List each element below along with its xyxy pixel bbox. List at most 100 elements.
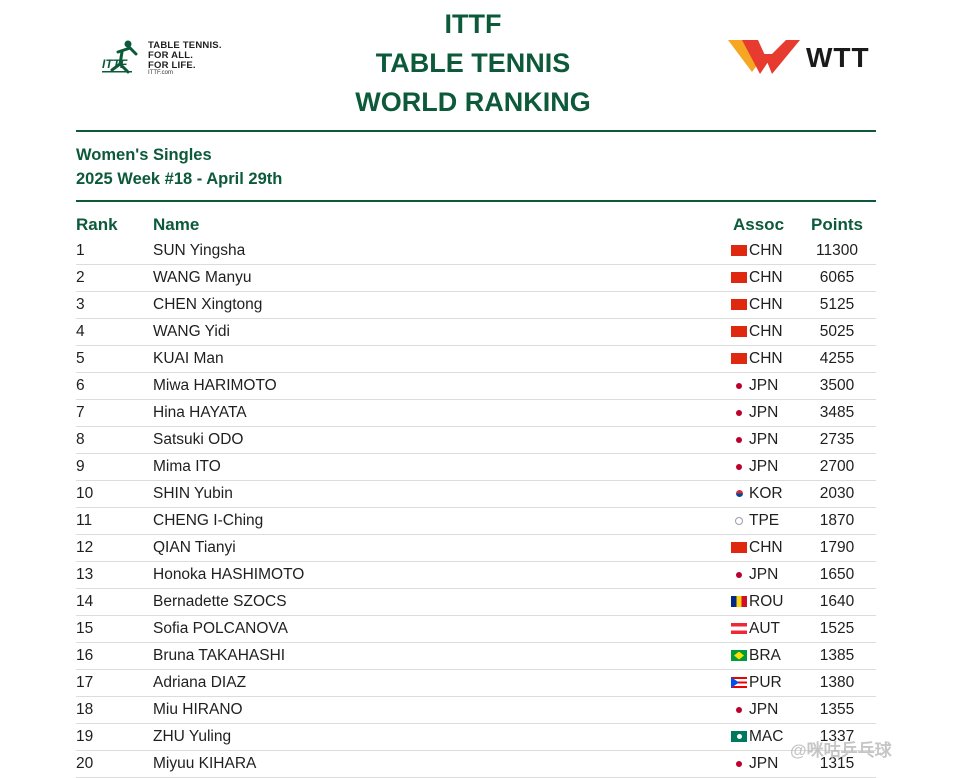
ittf-tagline-line: FOR ALL. — [148, 50, 194, 61]
assoc-cell: ROU — [749, 593, 784, 610]
rank-cell: 7 — [76, 404, 85, 421]
table-row: 19 ZHU Yuling MAC 1337 — [76, 724, 876, 751]
rank-cell: 8 — [76, 431, 85, 448]
watermark: @咪咕乒乓球 — [790, 741, 892, 760]
assoc-cell: PUR — [749, 674, 782, 691]
rank-cell: 2 — [76, 269, 85, 286]
player-name-cell: CHENG I-Ching — [153, 512, 264, 529]
table-row: 20 Miyuu KIHARA JPN 1315 — [76, 751, 876, 778]
wtt-wordmark: WTT — [806, 42, 870, 73]
player-name-cell: CHEN Xingtong — [153, 296, 263, 313]
player-name-cell: WANG Manyu — [153, 269, 252, 286]
ittf-tagline: TABLE TENNIS. FOR ALL. FOR LIFE. — [148, 41, 222, 71]
chn-flag-icon — [731, 299, 747, 310]
points-cell: 1870 — [819, 512, 855, 529]
pur-flag-icon — [731, 677, 747, 688]
rank-cell: 5 — [76, 350, 85, 367]
player-name-cell: SUN Yingsha — [153, 242, 246, 259]
table-row: 3 CHEN Xingtong CHN 5125 — [76, 292, 876, 319]
points-cell: 1790 — [819, 539, 855, 556]
table-row: 18 Miu HIRANO JPN 1355 — [76, 697, 876, 724]
assoc-cell: JPN — [749, 458, 779, 475]
rank-cell: 12 — [76, 539, 94, 556]
assoc-cell: AUT — [749, 620, 780, 637]
table-row: 10 SHIN Yubin KOR 2030 — [76, 481, 876, 508]
ranking-category: Women's Singles — [76, 146, 212, 164]
table-row: 1 SUN Yingsha CHN 11300 — [76, 238, 876, 265]
assoc-cell: MAC — [749, 728, 784, 745]
table-row: 11 CHENG I-Ching TPE 1870 — [76, 508, 876, 535]
assoc-cell: JPN — [749, 377, 779, 394]
jpn-flag-icon — [731, 434, 747, 445]
rank-cell: 1 — [76, 242, 85, 259]
table-row: 17 Adriana DIAZ PUR 1380 — [76, 670, 876, 697]
table-row: 16 Bruna TAKAHASHI BRA 1385 — [76, 643, 876, 670]
points-cell: 11300 — [816, 242, 858, 259]
rank-cell: 6 — [76, 377, 85, 394]
table-row: 6 Miwa HARIMOTO JPN 3500 — [76, 373, 876, 400]
player-name-cell: Miyuu KIHARA — [153, 755, 257, 772]
table-row: 14 Bernadette SZOCS ROU 1640 — [76, 589, 876, 616]
aut-flag-icon — [731, 623, 747, 634]
kor-flag-icon — [731, 488, 747, 499]
table-row: 9 Mima ITO JPN 2700 — [76, 454, 876, 481]
rank-cell: 16 — [76, 647, 94, 664]
player-name-cell: ZHU Yuling — [153, 728, 232, 745]
table-row: 13 Honoka HASHIMOTO JPN 1650 — [76, 562, 876, 589]
table-row: 5 KUAI Man CHN 4255 — [76, 346, 876, 373]
rank-cell: 13 — [76, 566, 94, 583]
assoc-cell: JPN — [749, 755, 779, 772]
jpn-flag-icon — [731, 407, 747, 418]
points-cell: 5125 — [819, 296, 855, 313]
rank-cell: 9 — [76, 458, 85, 475]
assoc-cell: CHN — [749, 242, 783, 259]
player-name-cell: Miu HIRANO — [153, 701, 243, 718]
assoc-cell: CHN — [749, 269, 783, 286]
page-title-line-2: TABLE TENNIS — [375, 48, 571, 78]
player-name-cell: WANG Yidi — [153, 323, 230, 340]
svg-text:ITTF: ITTF — [102, 57, 128, 71]
points-cell: 2030 — [819, 485, 855, 502]
ittf-logo: ITTF TABLE TENNIS. FOR ALL. FOR LIFE. IT… — [100, 38, 240, 78]
rank-cell: 20 — [76, 755, 94, 772]
points-cell: 6065 — [819, 269, 855, 286]
chn-flag-icon — [731, 245, 747, 256]
points-cell: 1640 — [819, 593, 855, 610]
player-name-cell: QIAN Tianyi — [153, 539, 236, 556]
points-cell: 1380 — [819, 674, 855, 691]
page-title-line-3: WORLD RANKING — [355, 87, 591, 117]
rank-cell: 15 — [76, 620, 94, 637]
rank-cell: 11 — [76, 512, 93, 529]
assoc-cell: JPN — [749, 701, 779, 718]
column-header-points: Points — [811, 215, 863, 234]
divider — [76, 130, 876, 132]
points-cell: 1315 — [819, 755, 855, 772]
jpn-flag-icon — [731, 704, 747, 715]
player-name-cell: Honoka HASHIMOTO — [153, 566, 305, 583]
jpn-flag-icon — [731, 758, 747, 769]
points-cell: 3485 — [819, 404, 855, 421]
player-name-cell: Bernadette SZOCS — [153, 593, 287, 610]
chn-flag-icon — [731, 353, 747, 364]
player-name-cell: Miwa HARIMOTO — [153, 377, 277, 394]
rank-cell: 10 — [76, 485, 94, 502]
assoc-cell: TPE — [749, 512, 780, 529]
divider — [76, 200, 876, 202]
points-cell: 3500 — [819, 377, 855, 394]
table-row: 8 Satsuki ODO JPN 2735 — [76, 427, 876, 454]
ranking-week: 2025 Week #18 - April 29th — [76, 170, 283, 188]
chn-flag-icon — [731, 326, 747, 337]
wtt-logo: WTT — [728, 38, 883, 78]
ranking-table: 1 SUN Yingsha CHN 11300 2 WANG Manyu CHN 6065 3 C… — [76, 238, 876, 778]
assoc-cell: CHN — [749, 350, 783, 367]
player-name-cell: SHIN Yubin — [153, 485, 233, 502]
rank-cell: 14 — [76, 593, 94, 610]
rank-cell: 4 — [76, 323, 85, 340]
column-header-rank: Rank — [76, 215, 118, 234]
points-cell: 4255 — [819, 350, 855, 367]
ittf-url: ITTF.com — [148, 70, 173, 76]
rank-cell: 3 — [76, 296, 85, 313]
table-row: 15 Sofia POLCANOVA AUT 1525 — [76, 616, 876, 643]
points-cell: 2700 — [819, 458, 855, 475]
rou-flag-icon — [731, 596, 747, 607]
